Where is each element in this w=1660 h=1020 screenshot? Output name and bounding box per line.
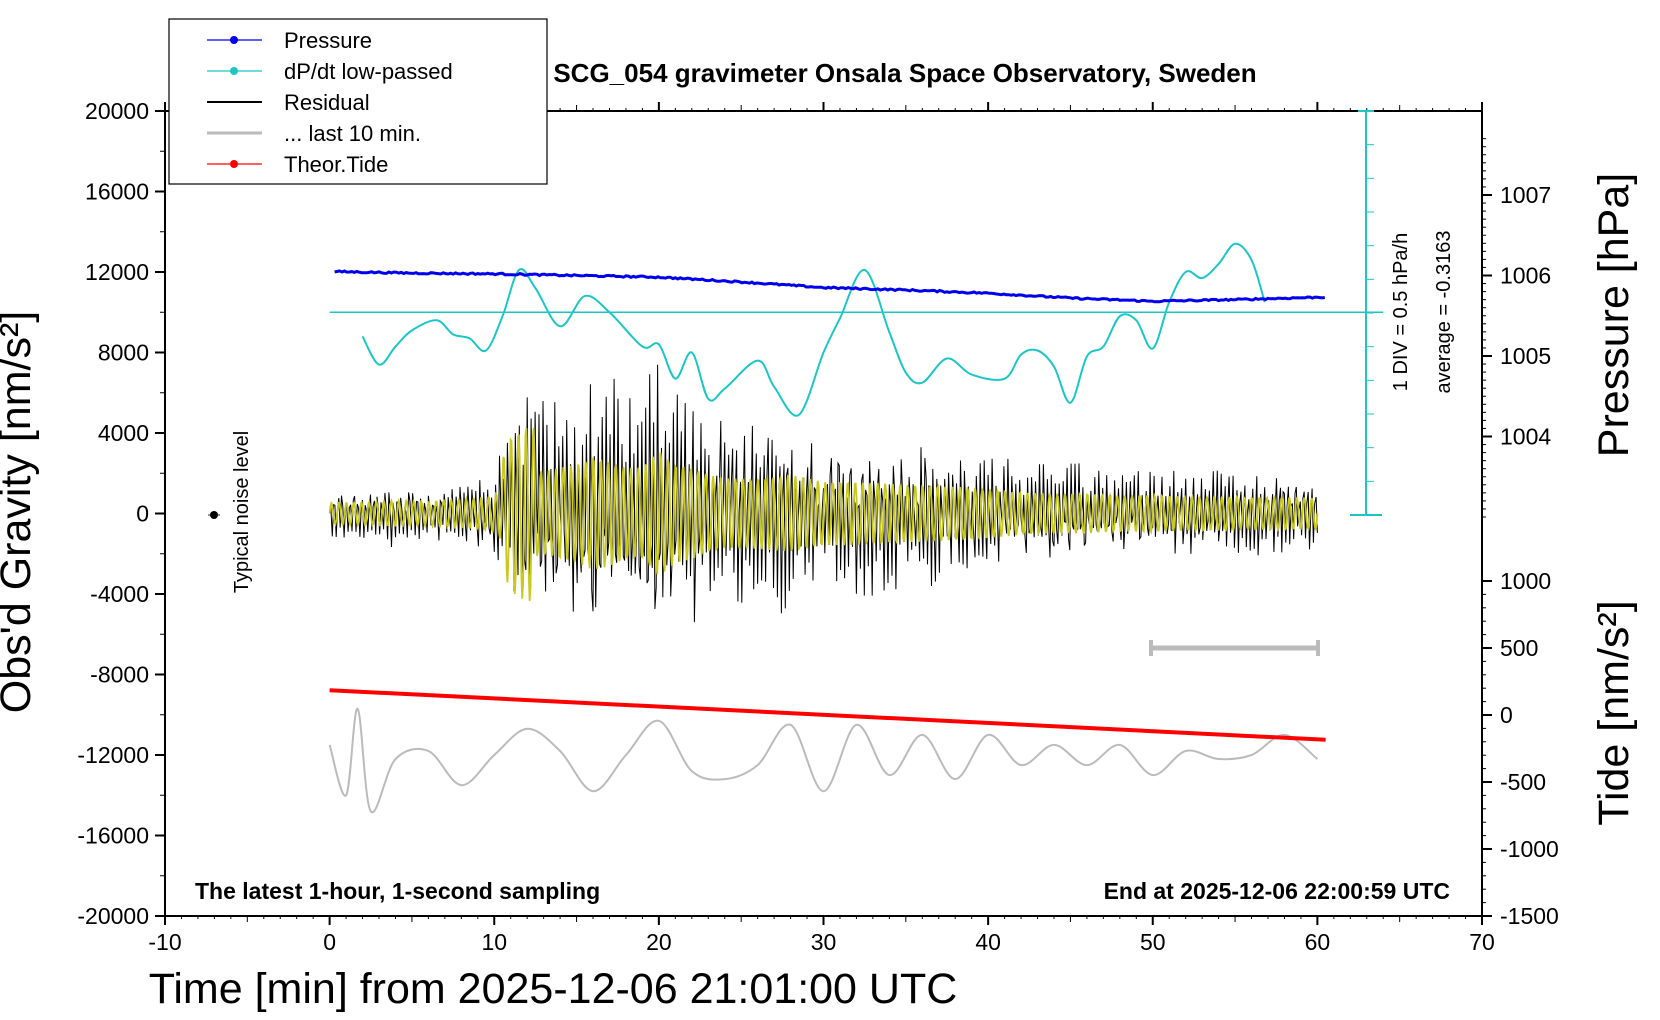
series-pressure-line xyxy=(334,269,1326,304)
legend-item-last10: ... last 10 min. xyxy=(207,121,421,146)
x-tick-label: 20 xyxy=(646,929,672,955)
legend: Pressure dP/dt low-passed Residual ... l… xyxy=(168,18,548,185)
legend-item-tide: Theor.Tide xyxy=(207,152,388,177)
legend-item-residual: Residual xyxy=(207,90,370,115)
y-tick-label-left: -4000 xyxy=(90,581,149,607)
dpdt-div-label: 1 DIV = 0.5 hPa/h xyxy=(1390,233,1412,391)
y-tick-label-left: 12000 xyxy=(85,259,149,285)
y-tick-label-left: 4000 xyxy=(98,420,149,446)
series-tide-line xyxy=(329,688,1326,742)
legend-item-pressure: Pressure xyxy=(207,28,372,53)
y-axis-title-tide: Tide [nm/s²] xyxy=(1590,600,1638,825)
note-end-time: End at 2025-12-06 22:00:59 UTC xyxy=(1104,878,1450,904)
y-tick-label-tide: 500 xyxy=(1500,635,1538,661)
x-tick-label: 0 xyxy=(323,929,336,955)
y-tick-label-tide: -1000 xyxy=(1500,836,1559,862)
series-layer xyxy=(328,242,1384,814)
y-tick-label-tide: -1500 xyxy=(1500,903,1559,929)
legend-item-dpdt: dP/dt low-passed xyxy=(207,59,453,84)
x-tick-label: 60 xyxy=(1305,929,1331,955)
last10-range-bar xyxy=(1149,640,1320,656)
y-axis-title-pressure: Pressure [hPa] xyxy=(1590,173,1638,457)
series-dpdt-line xyxy=(361,242,1266,417)
chart-title: SCG_054 gravimeter Onsala Space Observat… xyxy=(553,58,1256,88)
y-tick-label-left: 8000 xyxy=(98,340,149,366)
note-sampling: The latest 1-hour, 1-second sampling xyxy=(195,878,600,904)
y-tick-label-left: 20000 xyxy=(85,98,149,124)
x-tick-label: 50 xyxy=(1140,929,1166,955)
x-axis-title: Time [min] from 2025-12-06 21:01:00 UTC xyxy=(149,965,958,1013)
noise-level-dot xyxy=(210,511,218,519)
svg-text:Pressure: Pressure xyxy=(284,28,372,53)
svg-text:dP/dt low-passed: dP/dt low-passed xyxy=(284,59,453,84)
y-tick-label-left: 0 xyxy=(136,501,149,527)
y-tick-label-left: -16000 xyxy=(77,823,149,849)
y-tick-label-pressure: 1005 xyxy=(1500,343,1551,369)
y-tick-label-left: -20000 xyxy=(77,903,149,929)
y-tick-label-left: -12000 xyxy=(77,742,149,768)
series-residual-line xyxy=(329,364,1318,623)
y-tick-label-tide: 0 xyxy=(1500,702,1513,728)
y-tick-label-tide: -500 xyxy=(1500,769,1546,795)
svg-text:Residual: Residual xyxy=(284,90,370,115)
y-axis-title-left: Obs'd Gravity [nm/s²] xyxy=(0,311,40,713)
x-tick-label: 40 xyxy=(975,929,1001,955)
y-tick-label-tide: 1000 xyxy=(1500,568,1551,594)
y-tick-label-left: 16000 xyxy=(85,179,149,205)
svg-text:Theor.Tide: Theor.Tide xyxy=(284,152,388,177)
y-tick-label-pressure: 1004 xyxy=(1500,424,1551,450)
axes-ticks: -10 0 10 20 30 40 50 60 70 20000 16000 12000 8000 400… xyxy=(77,98,1558,955)
x-tick-label: -10 xyxy=(148,929,181,955)
svg-text:... last 10 min.: ... last 10 min. xyxy=(284,121,421,146)
y-tick-label-pressure: 1006 xyxy=(1500,263,1551,289)
dpdt-average-label: average = -0.3163 xyxy=(1433,231,1455,394)
series-last10-line xyxy=(328,707,1319,814)
x-tick-label: 30 xyxy=(811,929,837,955)
x-tick-label: 70 xyxy=(1469,929,1495,955)
x-tick-label: 10 xyxy=(481,929,507,955)
series-filtered-line xyxy=(328,427,1319,601)
y-tick-label-pressure: 1007 xyxy=(1500,182,1551,208)
dpdt-scale-ticks xyxy=(1366,144,1374,482)
y-tick-label-left: -8000 xyxy=(90,662,149,688)
noise-level-label: Typical noise level xyxy=(231,431,253,593)
